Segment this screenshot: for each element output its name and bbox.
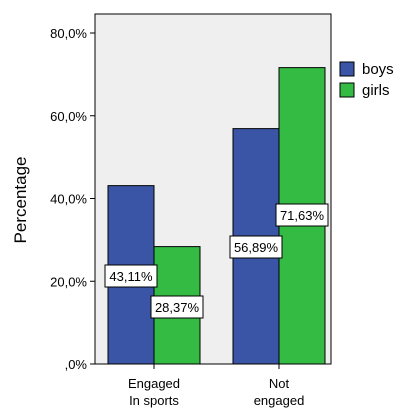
data-label-box: [275, 203, 329, 227]
data-label-box: [150, 295, 204, 319]
data-labels-group: 43,11% 56,89% 28,37% 71,63%: [104, 203, 329, 319]
x-axis: Engaged In sports Not engaged: [128, 364, 304, 408]
legend-swatch-boys: [339, 61, 355, 77]
data-label-box: [104, 264, 158, 288]
y-tick-label: 60,0%: [50, 109, 87, 124]
y-tick-label: 20,0%: [50, 274, 87, 289]
x-tick-label: engaged: [254, 393, 305, 408]
x-tick-label: Not: [269, 376, 290, 391]
legend-label: girls: [362, 82, 390, 99]
y-tick-label: 40,0%: [50, 192, 87, 207]
y-tick-label: 80,0%: [50, 26, 87, 41]
data-label: 56,89%: [234, 240, 279, 255]
data-label: 43,11%: [109, 269, 153, 284]
data-label: 28,37%: [155, 300, 200, 315]
y-tick-label: ,0%: [65, 357, 88, 372]
data-label: 71,63%: [280, 208, 325, 223]
y-axis-label: Percentage: [11, 157, 30, 244]
y-axis: ,0% 20,0% 40,0% 60,0% 80,0%: [50, 26, 95, 372]
legend-label: boys: [362, 61, 394, 78]
legend: boys girls: [339, 61, 394, 99]
x-tick-label: In sports: [129, 393, 179, 408]
x-tick-label: Engaged: [128, 376, 180, 391]
data-label-box: [229, 235, 283, 259]
legend-swatch-girls: [339, 82, 355, 98]
